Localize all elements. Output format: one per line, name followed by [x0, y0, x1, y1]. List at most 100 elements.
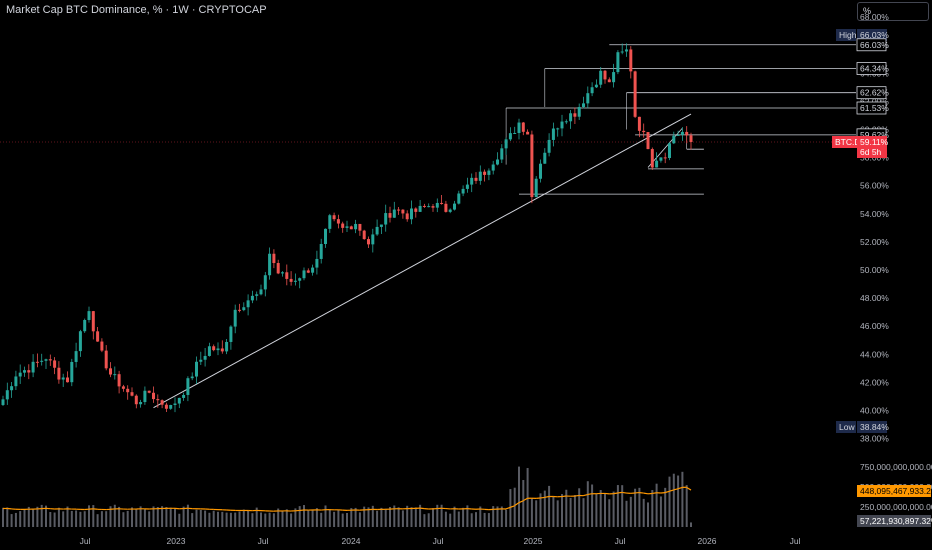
low-label-tag: Low	[836, 421, 856, 433]
volume-bar	[315, 508, 318, 527]
trendline[interactable]	[153, 113, 692, 409]
volume-bar	[113, 504, 116, 527]
candle	[134, 394, 138, 409]
candle	[182, 392, 186, 401]
volume-ma-segment	[574, 494, 580, 497]
volume-bar	[608, 499, 611, 527]
volume-bar	[294, 508, 297, 527]
candle	[18, 364, 22, 384]
price-scale-unit-button[interactable]: %	[857, 2, 929, 21]
volume-bar	[354, 507, 357, 527]
candle	[392, 201, 396, 218]
volume-bar	[423, 514, 426, 527]
volume-bar	[27, 506, 30, 527]
volume-bar	[453, 506, 456, 527]
candle	[431, 203, 435, 212]
candle	[272, 249, 276, 269]
candle	[504, 137, 508, 155]
volume-bar	[66, 506, 69, 527]
candle	[302, 267, 306, 281]
volume-pane: 750,000,000,000.00%500,000,000,000.00%25…	[2, 462, 932, 527]
candle	[44, 358, 48, 369]
candle	[233, 304, 237, 334]
price-axis-tick: 56.00%	[860, 181, 889, 191]
candle	[220, 340, 224, 354]
volume-bar	[161, 506, 164, 527]
candle	[689, 132, 693, 150]
price-tags: High 66.03%66.03% 64.34% 62.62% 61.53% 59.62%…	[832, 29, 932, 527]
volume-bar	[337, 509, 340, 527]
candle	[319, 238, 323, 264]
candle	[526, 129, 530, 135]
candle	[508, 127, 512, 142]
candle	[607, 77, 611, 83]
volume-bar	[92, 505, 95, 527]
drawings	[0, 44, 856, 409]
volume-bar	[204, 510, 207, 527]
candle	[530, 130, 534, 204]
candle	[23, 366, 26, 377]
candle	[27, 364, 31, 380]
volume-bar	[328, 509, 331, 527]
candle	[195, 356, 198, 385]
svg-text:59.11%: 59.11%	[860, 137, 889, 147]
candle	[53, 357, 57, 375]
volume-ma-segment	[673, 488, 679, 491]
candle	[298, 277, 302, 289]
candle	[465, 177, 469, 193]
candle	[650, 147, 654, 170]
candle	[336, 214, 340, 229]
volume-bar	[449, 513, 452, 527]
volume-bar	[139, 506, 142, 527]
volume-bar	[152, 506, 155, 527]
candle	[190, 372, 194, 381]
candle	[5, 382, 9, 405]
volume-bar	[320, 512, 323, 527]
candle	[590, 82, 594, 97]
candle	[164, 402, 168, 413]
candle	[1, 395, 5, 406]
candle	[169, 404, 173, 410]
volume-ma-segment	[523, 497, 528, 502]
volume-bar	[45, 505, 47, 527]
volume-bar	[638, 487, 641, 527]
volume-bar	[290, 513, 293, 527]
candle	[362, 229, 366, 240]
volume-ma-segment	[510, 505, 515, 508]
volume-bar	[96, 514, 99, 527]
volume-ma-segment	[622, 491, 627, 494]
price-axis-tick: 46.00%	[860, 321, 889, 331]
candle	[61, 373, 65, 387]
svg-text:BTC.D: BTC.D	[835, 137, 861, 147]
volume-bar	[281, 511, 284, 527]
volume-bar	[625, 500, 628, 527]
volume-bar	[143, 508, 146, 527]
candle	[560, 114, 564, 137]
candle	[35, 353, 39, 368]
volume-ma-segment	[652, 492, 657, 495]
volume-ma-segment	[518, 500, 524, 504]
svg-text:66.03%: 66.03%	[860, 30, 889, 40]
volume-last-tag: 57,221,930,897.32%	[857, 515, 932, 527]
svg-text:448,095,467,933.26%: 448,095,467,933.26%	[860, 486, 932, 496]
level-price-tag: 64.34%	[856, 62, 889, 75]
volume-bar	[548, 485, 551, 527]
volume-bar	[247, 510, 250, 527]
volume-bar	[569, 497, 572, 527]
candle	[130, 387, 134, 397]
candle	[40, 353, 44, 366]
candle	[306, 268, 310, 274]
candle	[521, 121, 525, 136]
candle	[354, 219, 358, 234]
candle	[379, 224, 383, 235]
volume-bar	[363, 506, 366, 527]
volume-bar	[664, 487, 667, 527]
volume-bar	[212, 510, 215, 527]
candle	[229, 325, 233, 350]
candle	[173, 397, 177, 413]
candle	[285, 264, 289, 286]
volume-bar	[647, 502, 649, 527]
candle	[147, 390, 151, 394]
volume-bar	[75, 510, 78, 527]
